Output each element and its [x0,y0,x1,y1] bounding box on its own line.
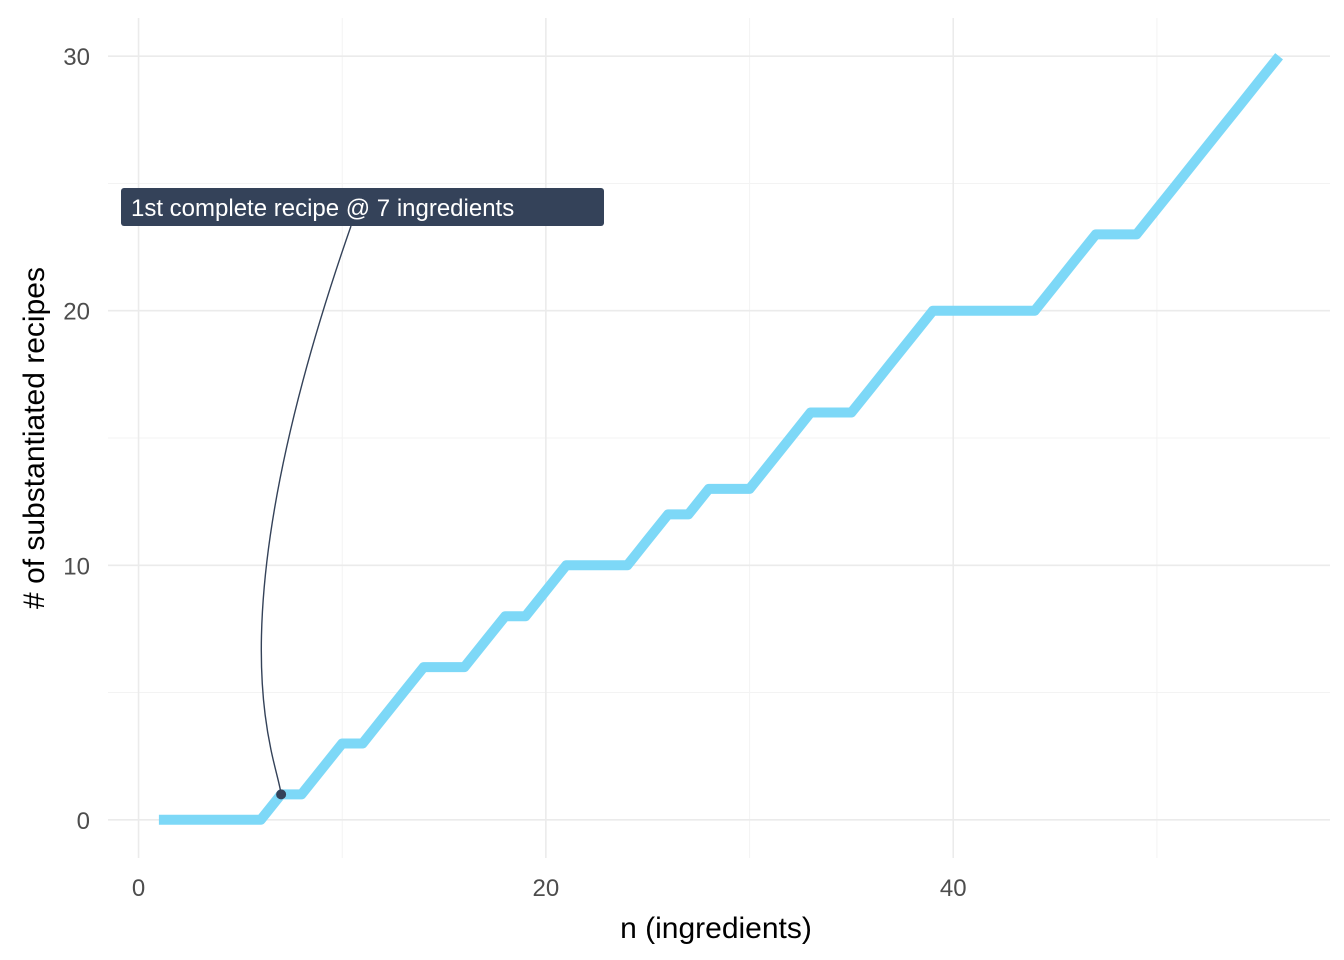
y-tick-label: 0 [77,808,90,835]
x-axis-title: n (ingredients) [620,912,812,945]
annotation-label-box [121,188,604,226]
tick-labels: 0 20 40 0 10 20 30 [63,44,966,902]
annotation-point [276,789,287,800]
annotation: 1st complete recipe @ 7 ingredients [121,188,604,800]
annotation-label: 1st complete recipe @ 7 ingredients [131,195,514,222]
x-tick-label: 0 [132,875,145,902]
grid [108,18,1330,858]
series-line [158,53,1283,825]
annotation-connector [260,225,352,795]
x-tick-label: 20 [533,875,560,902]
y-tick-label: 30 [63,44,90,71]
series-line-group [158,53,1283,825]
x-tick-label: 40 [940,875,967,902]
y-tick-label: 10 [63,553,90,580]
y-axis-title: # of substantiated recipes [18,267,51,609]
y-tick-label: 20 [63,299,90,326]
